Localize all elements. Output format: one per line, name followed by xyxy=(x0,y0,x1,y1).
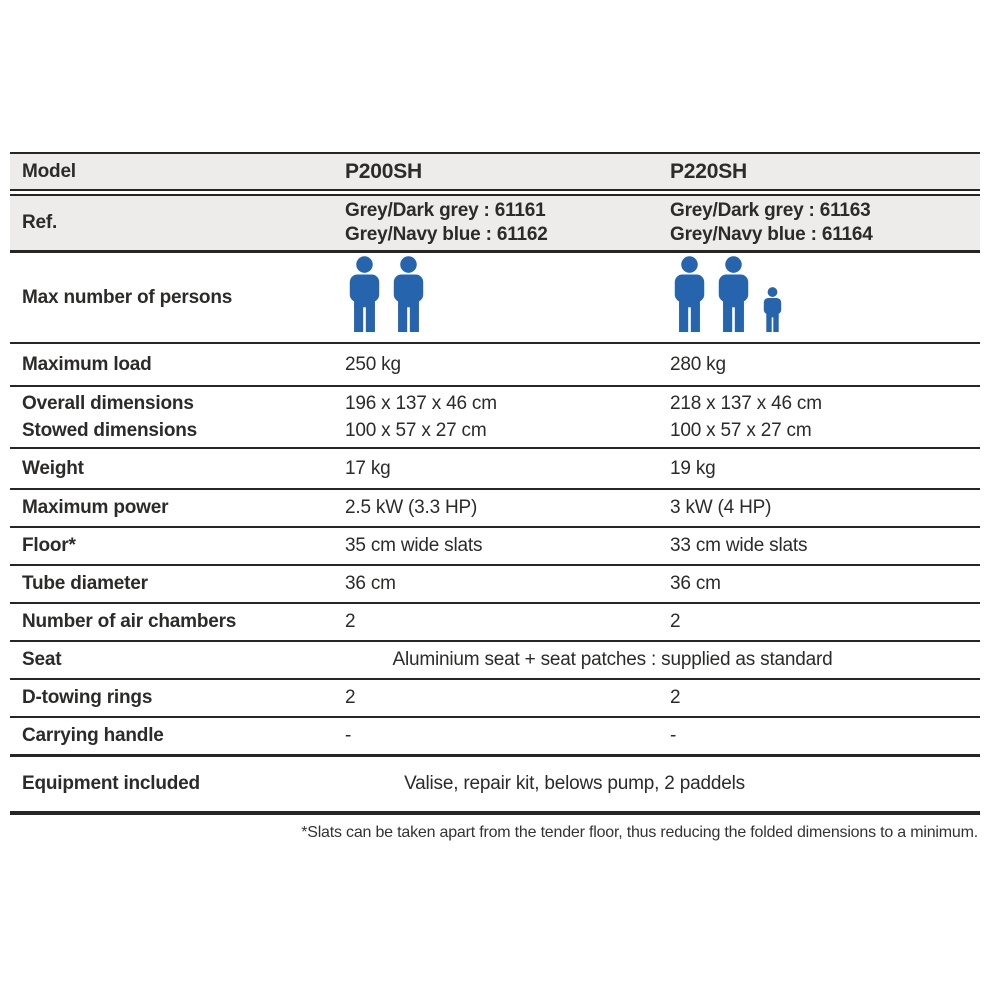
row-divider xyxy=(10,602,980,604)
child-person-icon xyxy=(763,286,782,332)
equipment-value: Valise, repair kit, belows pump, 2 padde… xyxy=(404,773,745,794)
dimensions-row: Overall dimensions Stowed dimensions 196… xyxy=(10,387,980,447)
max-power-label: Maximum power xyxy=(22,497,169,518)
row-divider xyxy=(10,564,980,566)
adult-person-icon xyxy=(393,255,424,332)
row-divider xyxy=(10,447,980,449)
d-towing-rings-label: D-towing rings xyxy=(22,687,153,708)
ref-bottom-rule xyxy=(10,250,980,253)
max-load-p220sh: 280 kg xyxy=(670,353,726,375)
carrying-handle-label: Carrying handle xyxy=(22,725,164,746)
row-divider xyxy=(10,716,980,718)
ref-code: 61161 xyxy=(494,200,546,221)
footnote: *Slats can be taken apart from the tende… xyxy=(301,824,978,841)
dimensions-p200sh: 196 x 137 x 46 cm 100 x 57 x 27 cm xyxy=(345,390,670,444)
air-chambers-row: Number of air chambers 2 2 xyxy=(10,604,980,640)
weight-p200sh: 17 kg xyxy=(345,457,391,479)
max-load-label: Maximum load xyxy=(22,353,152,375)
max-load-p200sh: 250 kg xyxy=(345,353,401,375)
overall-dimensions-label: Overall dimensions xyxy=(22,393,194,414)
carrying-handle-p200sh: - xyxy=(345,725,352,746)
tube-diameter-p200sh: 36 cm xyxy=(345,573,396,594)
model-label: Model xyxy=(22,160,76,182)
adult-person-icon xyxy=(674,255,705,332)
carrying-handle-row: Carrying handle - - xyxy=(10,718,980,754)
ref-row: Ref. Grey/Dark grey : 61161 Grey/Navy bl… xyxy=(10,196,980,250)
floor-p200sh: 35 cm wide slats xyxy=(345,535,483,556)
ref-line: Grey/Dark grey : 61163 xyxy=(670,199,980,223)
floor-label: Floor* xyxy=(22,535,76,556)
overall-dimensions-value: 218 x 137 x 46 cm xyxy=(670,393,822,414)
stowed-dimensions-value: 100 x 57 x 27 cm xyxy=(670,420,812,441)
row-divider xyxy=(10,385,980,387)
ref-color-name: Grey/Dark grey : xyxy=(345,200,490,221)
seat-label: Seat xyxy=(22,649,62,670)
air-chambers-label: Number of air chambers xyxy=(22,611,237,632)
model-ref-divider xyxy=(10,189,980,196)
weight-label: Weight xyxy=(22,457,84,479)
max-power-p200sh: 2.5 kW (3.3 HP) xyxy=(345,497,478,518)
equipment-label: Equipment included xyxy=(22,773,200,794)
ref-color-name: Grey/Navy blue : xyxy=(345,224,492,245)
ref-line: Grey/Dark grey : 61161 xyxy=(345,199,670,223)
ref-color-name: Grey/Navy blue : xyxy=(670,224,817,245)
ref-code: 61163 xyxy=(819,200,871,221)
d-towing-rings-p200sh: 2 xyxy=(345,687,356,708)
ref-values-p220sh: Grey/Dark grey : 61163 Grey/Navy blue : … xyxy=(670,199,980,247)
seat-value: Aluminium seat + seat patches : supplied… xyxy=(392,649,833,670)
ref-label: Ref. xyxy=(22,212,58,233)
row-divider xyxy=(10,526,980,528)
adult-person-icon xyxy=(718,255,749,332)
table-top-rule xyxy=(10,152,980,154)
tube-diameter-label: Tube diameter xyxy=(22,573,148,594)
table-bottom-rule xyxy=(10,754,980,757)
adult-person-icon xyxy=(349,255,380,332)
ref-color-name: Grey/Dark grey : xyxy=(670,200,815,221)
dimensions-label: Overall dimensions Stowed dimensions xyxy=(10,390,345,444)
d-towing-rings-p220sh: 2 xyxy=(670,687,681,708)
spec-sheet: Model P200SH P220SH Ref. Grey/Dark grey … xyxy=(10,152,980,842)
equipment-row: Equipment included Valise, repair kit, b… xyxy=(10,757,980,811)
air-chambers-p200sh: 2 xyxy=(345,611,356,632)
max-power-p220sh: 3 kW (4 HP) xyxy=(670,497,772,518)
model-name-p220sh: P220SH xyxy=(670,159,748,183)
air-chambers-p220sh: 2 xyxy=(670,611,681,632)
seat-row: Seat Aluminium seat + seat patches : sup… xyxy=(10,642,980,678)
persons-label: Max number of persons xyxy=(22,286,233,308)
d-towing-rings-row: D-towing rings 2 2 xyxy=(10,680,980,716)
persons-row: Max number of persons xyxy=(10,253,980,342)
ref-code: 61164 xyxy=(821,224,873,245)
persons-p200sh xyxy=(345,255,670,340)
max-power-row: Maximum power 2.5 kW (3.3 HP) 3 kW (4 HP… xyxy=(10,490,980,526)
floor-row: Floor* 35 cm wide slats 33 cm wide slats xyxy=(10,528,980,564)
weight-p220sh: 19 kg xyxy=(670,457,716,479)
weight-row: Weight 17 kg 19 kg xyxy=(10,449,980,488)
ref-line: Grey/Navy blue : 61164 xyxy=(670,223,980,247)
floor-p220sh: 33 cm wide slats xyxy=(670,535,808,556)
ref-code: 61162 xyxy=(496,224,548,245)
persons-icons-p200sh xyxy=(345,255,670,340)
tube-diameter-p220sh: 36 cm xyxy=(670,573,721,594)
persons-icons-p220sh xyxy=(670,255,980,340)
stowed-dimensions-value: 100 x 57 x 27 cm xyxy=(345,420,487,441)
carrying-handle-p220sh: - xyxy=(670,725,677,746)
row-divider xyxy=(10,640,980,642)
ref-line: Grey/Navy blue : 61162 xyxy=(345,223,670,247)
tube-diameter-row: Tube diameter 36 cm 36 cm xyxy=(10,566,980,602)
overall-dimensions-value: 196 x 137 x 46 cm xyxy=(345,393,497,414)
row-divider xyxy=(10,678,980,680)
max-load-row: Maximum load 250 kg 280 kg xyxy=(10,344,980,385)
stowed-dimensions-label: Stowed dimensions xyxy=(22,420,198,441)
sheet-bottom-rule xyxy=(10,811,980,815)
ref-values-p200sh: Grey/Dark grey : 61161 Grey/Navy blue : … xyxy=(345,199,670,247)
row-divider xyxy=(10,342,980,344)
persons-p220sh xyxy=(670,255,980,340)
row-divider xyxy=(10,488,980,490)
dimensions-p220sh: 218 x 137 x 46 cm 100 x 57 x 27 cm xyxy=(670,390,980,444)
model-header-row: Model P200SH P220SH xyxy=(10,154,980,189)
model-name-p200sh: P200SH xyxy=(345,159,423,183)
